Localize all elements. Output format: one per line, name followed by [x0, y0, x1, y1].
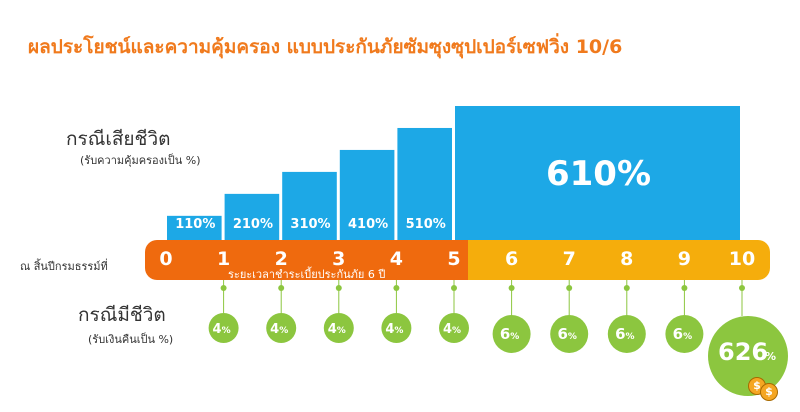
connector-dot	[393, 285, 400, 291]
survival-benefit-label: 4%	[270, 322, 288, 337]
timeline-label: ณ สิ้นปีกรมธรรม์ที่	[20, 260, 108, 273]
timeline-year-label: 0	[159, 248, 172, 270]
survival-benefit-unit: %	[683, 332, 692, 342]
survival-benefit-unit: %	[510, 332, 519, 342]
death-case-sublabel: (รับความคุ้มครองเป็น %)	[80, 154, 201, 167]
timeline-year-label: 4	[390, 248, 403, 270]
connector-dot	[220, 285, 227, 291]
timeline-year-label: 2	[275, 248, 288, 270]
death-benefit-label: 110%	[175, 217, 215, 232]
premium-period-bar	[145, 240, 475, 280]
death-case-label: กรณีเสียชีวิต	[66, 128, 171, 150]
death-benefit-label: 410%	[348, 217, 388, 232]
page-title: ผลประโยชน์และความคุ้มครอง แบบประกันภัยซั…	[28, 36, 623, 58]
final-return-value: 626	[718, 338, 769, 366]
survival-benefit-unit: %	[568, 332, 577, 342]
death-benefit-bar	[397, 127, 452, 240]
survival-benefit-circle	[550, 315, 589, 353]
survival-benefit-circle	[323, 313, 354, 343]
timeline-year-label: 3	[332, 248, 345, 270]
death-benefit-bar	[339, 149, 395, 240]
death-benefit-bar	[455, 106, 740, 240]
connector-dot	[508, 285, 515, 291]
survival-benefit-circle	[492, 315, 531, 353]
death-benefit-label: 210%	[233, 217, 273, 232]
death-benefit-bar	[224, 193, 280, 240]
survival-benefit-label: 4%	[213, 322, 231, 337]
coverage-period-bar	[468, 240, 770, 280]
timeline-year-label: 10	[729, 248, 755, 270]
death-benefit-label: 510%	[406, 217, 446, 232]
connector-dot	[681, 285, 688, 291]
survival-benefit-label: 4%	[385, 322, 403, 337]
survival-benefit-circle	[607, 315, 646, 353]
connector-dot	[335, 285, 342, 291]
final-return-unit: %	[765, 350, 777, 363]
survival-benefit-unit: %	[337, 326, 346, 336]
survival-benefit-unit: %	[279, 326, 288, 336]
timeline-year-label: 9	[678, 248, 691, 270]
survival-benefit-unit: %	[626, 332, 635, 342]
timeline-year-label: 5	[447, 248, 460, 270]
timeline-year-label: 7	[563, 248, 576, 270]
connector-dot	[623, 285, 630, 291]
timeline-year-label: 8	[620, 248, 633, 270]
survival-benefit-circle	[381, 313, 412, 343]
premium-period-note: ระยะเวลาชำระเบี้ยประกันภัย 6 ปี	[228, 268, 386, 281]
timeline-year-label: 6	[505, 248, 518, 270]
survival-benefit-label: 4%	[443, 322, 461, 337]
death-benefit-bar	[282, 171, 337, 240]
survival-benefit-unit: %	[394, 326, 403, 336]
survival-benefit-label: 4%	[328, 322, 346, 337]
survival-benefit-unit: %	[222, 326, 231, 336]
death-benefit-label: 310%	[290, 217, 330, 232]
survival-benefit-circle	[208, 313, 239, 343]
timeline-year-label: 1	[217, 248, 230, 270]
connector-dot	[278, 285, 285, 291]
death-benefit-label: 610%	[546, 154, 651, 194]
survival-benefit-circle	[266, 313, 297, 343]
survival-benefit-circle	[439, 313, 469, 343]
connector-dot	[739, 285, 745, 291]
survival-benefit-circle	[665, 315, 704, 353]
connector-dot	[451, 285, 457, 291]
alive-case-label: กรณีมีชีวิต	[78, 304, 166, 326]
alive-case-sublabel: (รับเงินคืนเป็น %)	[88, 333, 174, 346]
death-benefit-bar	[167, 215, 222, 240]
connector-dot	[566, 285, 573, 291]
money-bag-icon: $	[760, 383, 778, 401]
survival-benefit-unit: %	[452, 326, 461, 336]
